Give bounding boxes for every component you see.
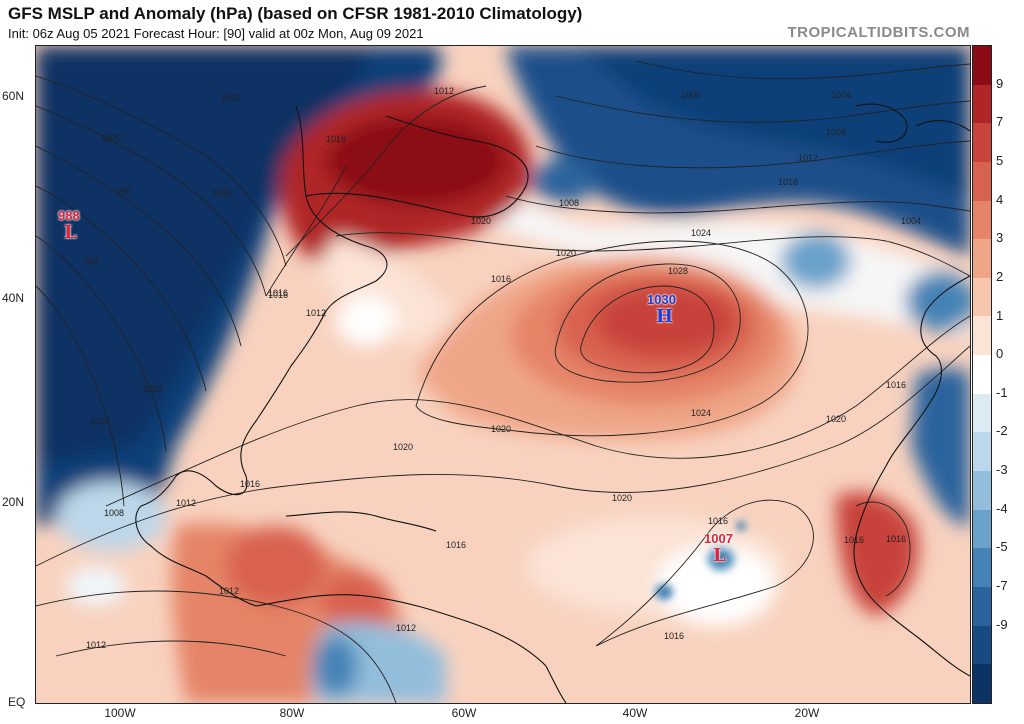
colorbar-segment (973, 509, 991, 549)
colorbar-tick-label: -9 (996, 616, 1008, 632)
isobar-label: 1016 (446, 540, 466, 550)
low-pressure-marker: L (713, 545, 726, 566)
isobar-label: 1016 (886, 380, 906, 390)
colorbar-segment (973, 471, 991, 510)
colorbar-segment (973, 432, 991, 472)
isobar-label: 1024 (691, 408, 711, 418)
colorbar-segment (973, 123, 991, 162)
low-pressure-value: 988 (58, 208, 80, 223)
high-pressure-value: 1030 (647, 292, 676, 307)
isobar-label: 1016 (491, 274, 511, 284)
colorbar-segment (973, 161, 991, 201)
isobar-label: 1008 (104, 508, 124, 518)
map-title: GFS MSLP and Anomaly (hPa) (based on CFS… (8, 4, 583, 23)
isobar-label: 1012 (219, 586, 239, 596)
isobar-label: 1004 (831, 90, 851, 100)
colorbar-tick-label: 9 (996, 75, 1004, 91)
colorbar-tick-label: 7 (996, 114, 1004, 130)
colorbar (972, 45, 992, 704)
isobar-label: 1020 (612, 493, 632, 503)
isobar-label: 1016 (268, 290, 288, 300)
colorbar-segment (973, 316, 991, 356)
isobar-label: 992 (84, 256, 99, 266)
colorbar-segment (973, 393, 991, 433)
isobar-label: 1008 (559, 198, 579, 208)
colorbar-segment (973, 664, 991, 703)
isobar-label: 1004 (901, 216, 921, 226)
isobar-label: 1016 (268, 288, 288, 298)
colorbar-tick-label: 5 (996, 152, 1004, 168)
isobar-label: 1016 (778, 177, 798, 187)
isobar-label: 1008 (212, 188, 232, 198)
isobar-label: 1012 (306, 308, 326, 318)
colorbar-tick-label: -2 (996, 423, 1008, 439)
colorbar-tick-label: 0 (996, 346, 1004, 362)
low-pressure-marker: L (64, 222, 77, 243)
colorbar-tick-label: 1 (996, 307, 1004, 323)
isobar-label: 1020 (491, 424, 511, 434)
lat-label: 40N (2, 291, 25, 305)
isobar-label: 1024 (691, 228, 711, 238)
colorbar-segment (973, 277, 991, 317)
lon-label: 100W (104, 706, 136, 720)
isobar-label: 1012 (176, 498, 196, 508)
high-pressure-marker: H (656, 306, 674, 327)
colorbar-tick-label: 3 (996, 230, 1004, 246)
isobar-label: 1012 (798, 153, 818, 163)
isobar-label: 1016 (708, 516, 728, 526)
lat-label: 60N (2, 89, 25, 103)
isobar-label: 1016 (326, 134, 346, 144)
isobar-label: 1016 (844, 535, 864, 545)
isobar-label: 1000 (101, 133, 121, 143)
lon-label: 60W (451, 706, 477, 720)
colorbar-tick-label: 2 (996, 268, 1004, 284)
isobar-label: 1016 (240, 479, 260, 489)
low-pressure-value: 1007 (704, 531, 733, 546)
colorbar-tick-label: -1 (996, 384, 1008, 400)
colorbar-segment (973, 548, 991, 587)
isobar-label: 1000 (221, 93, 241, 103)
lon-label: 40W (622, 706, 648, 720)
colorbar-segment (973, 239, 991, 278)
map-panel: 1012 1016 1020 1020 1024 1028 1024 1020 … (35, 45, 971, 704)
colorbar-segment (973, 46, 991, 85)
isobar-label: 1016 (664, 631, 684, 641)
isobar-label: 1008 (826, 127, 846, 137)
colorbar-tick-label: 4 (996, 191, 1004, 207)
isobar-label: 1012 (143, 384, 163, 394)
isobar-label: 1016 (886, 534, 906, 544)
isobar-label: 1020 (393, 442, 413, 452)
colorbar-tick-label: -7 (996, 578, 1008, 594)
isobar-label: 1012 (86, 640, 106, 650)
isobar-label: 1000 (681, 90, 701, 100)
isobar-label: 1012 (396, 623, 416, 633)
isobar-label: 1020 (826, 414, 846, 424)
anomaly-map: 1012 1016 1020 1020 1024 1028 1024 1020 … (36, 46, 970, 703)
lon-label: 20W (794, 706, 820, 720)
isobar-label: 1020 (556, 248, 576, 258)
colorbar-segment (973, 625, 991, 665)
lat-label: 20N (2, 495, 25, 509)
colorbar-segment (973, 586, 991, 626)
colorbar-tick-label: -4 (996, 500, 1008, 516)
colorbar-tick-label: -5 (996, 539, 1008, 555)
lon-label: 80W (279, 706, 305, 720)
isobar-label: 1020 (471, 216, 491, 226)
colorbar-tick-label: -3 (996, 462, 1008, 478)
isobar-label: 1012 (434, 86, 454, 96)
credit-watermark: TROPICALTIDBITS.COM (787, 24, 970, 41)
isobar-label: 1028 (668, 266, 688, 276)
lat-label: EQ (8, 695, 26, 709)
isobar-label: 996 (116, 186, 131, 196)
isobar-label: 1004 (90, 416, 110, 426)
map-subtitle: Init: 06z Aug 05 2021 Forecast Hour: [90… (8, 26, 424, 41)
colorbar-segment (973, 355, 991, 394)
colorbar-segment (973, 84, 991, 124)
colorbar-segment (973, 200, 991, 240)
